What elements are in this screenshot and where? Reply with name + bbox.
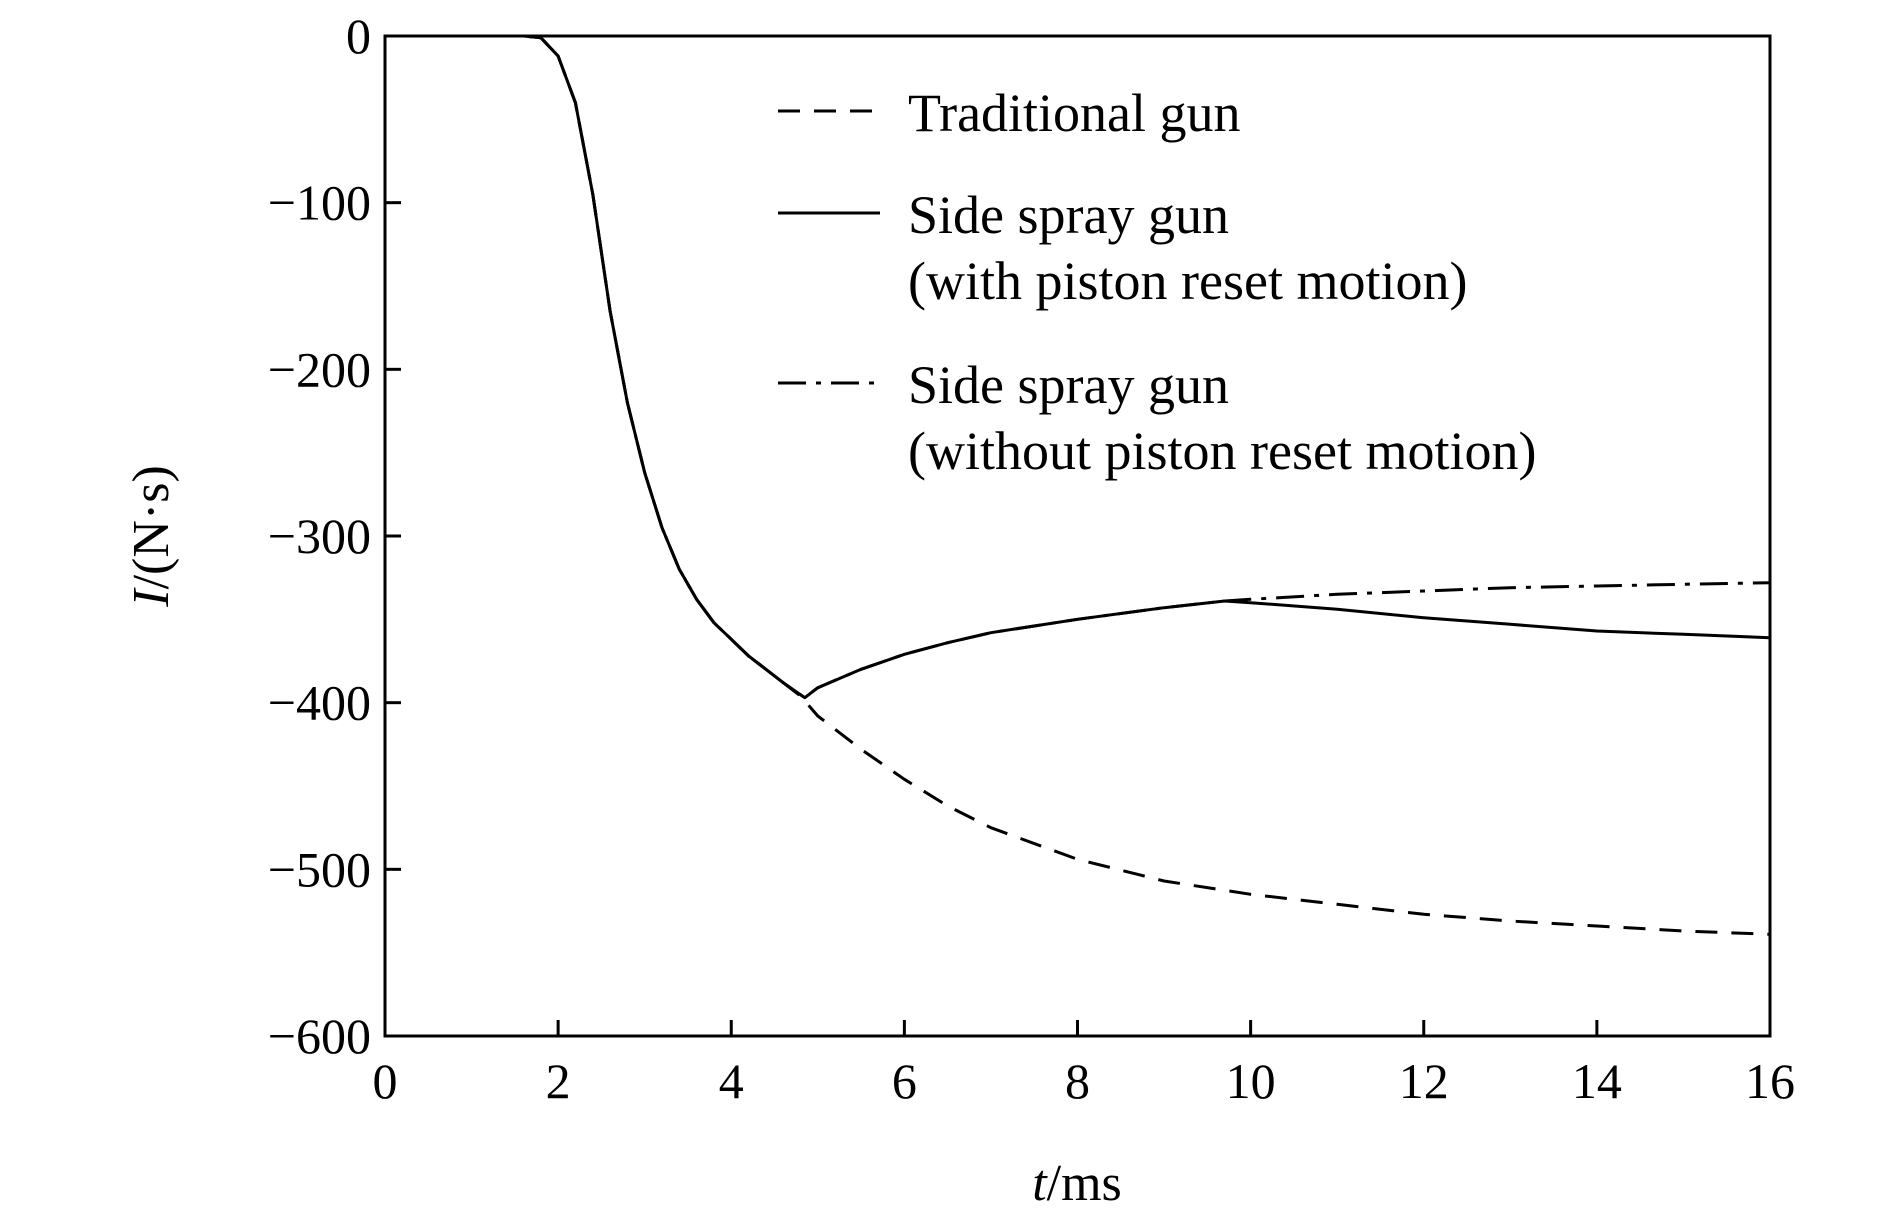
x-tick-label: 8 (1065, 1053, 1090, 1109)
y-tick-label: −200 (268, 341, 371, 397)
legend-label-1: Traditional gun (908, 83, 1241, 143)
x-tick-label: 10 (1226, 1053, 1276, 1109)
y-tick-label: 0 (346, 8, 371, 64)
x-tick-label: 2 (546, 1053, 571, 1109)
series-line-1 (385, 34, 1771, 936)
y-tick-label: −500 (268, 841, 371, 897)
x-tick-label: 6 (892, 1053, 917, 1109)
y-axis-title: I/(N·s) (123, 465, 180, 608)
legend-label-2: Side spray gun (908, 185, 1229, 245)
x-axis-title: t/ms (1032, 1155, 1122, 1209)
x-tick-label: 14 (1572, 1053, 1622, 1109)
legend-label-3: Side spray gun (908, 355, 1229, 415)
series-line-3 (385, 34, 1771, 700)
x-tick-label: 4 (719, 1053, 744, 1109)
y-tick-label: −300 (268, 508, 371, 564)
y-axis: 0 −100 −200 −300 −400 −500 −600 (268, 8, 401, 1064)
legend-label-2: (with piston reset motion) (908, 251, 1467, 311)
series-layer (385, 34, 1771, 936)
x-axis: 0 2 4 6 8 10 12 14 16 (373, 1020, 1795, 1109)
y-axis-variable: I (123, 587, 180, 608)
y-tick-label: −600 (268, 1008, 371, 1064)
x-tick-label: 16 (1745, 1053, 1795, 1109)
y-axis-unit: /(N·s) (123, 465, 180, 589)
x-tick-label: 0 (373, 1053, 398, 1109)
y-tick-label: −400 (268, 675, 371, 731)
x-axis-unit: /ms (1047, 1155, 1122, 1209)
y-tick-label: −100 (268, 175, 371, 231)
x-axis-variable: t (1032, 1155, 1048, 1209)
x-tick-label: 12 (1399, 1053, 1449, 1109)
legend-label-3: (without piston reset motion) (908, 421, 1536, 481)
